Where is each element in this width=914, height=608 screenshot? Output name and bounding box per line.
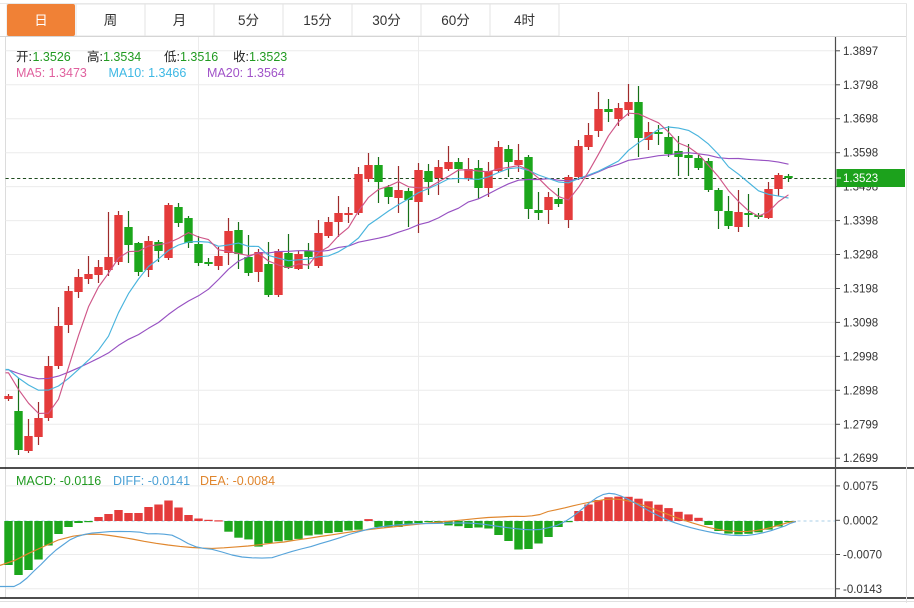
svg-text:周: 周 <box>104 13 118 28</box>
svg-text:0.0075: 0.0075 <box>843 481 878 493</box>
svg-text:15分: 15分 <box>303 13 332 28</box>
svg-text:DEA: -0.0084: DEA: -0.0084 <box>200 474 275 488</box>
svg-text:日: 日 <box>34 13 48 28</box>
svg-text:1.3198: 1.3198 <box>843 284 878 296</box>
svg-text:开:: 开: <box>16 50 32 64</box>
svg-text:30分: 30分 <box>372 13 401 28</box>
svg-text:收:: 收: <box>233 50 249 64</box>
svg-text:1.3526: 1.3526 <box>33 50 71 64</box>
svg-text:1.2799: 1.2799 <box>843 419 878 431</box>
svg-text:1.3598: 1.3598 <box>843 148 878 160</box>
svg-text:5分: 5分 <box>238 13 259 28</box>
svg-text:-0.0070: -0.0070 <box>843 550 882 562</box>
svg-text:MA20: 1.3564: MA20: 1.3564 <box>207 66 285 80</box>
svg-text:MACD: -0.0116: MACD: -0.0116 <box>16 474 101 488</box>
svg-text:MA5: 1.3473: MA5: 1.3473 <box>16 66 87 80</box>
svg-text:1.3534: 1.3534 <box>103 50 141 64</box>
svg-text:MA10: 1.3466: MA10: 1.3466 <box>109 66 187 80</box>
svg-text:1.2998: 1.2998 <box>843 351 878 363</box>
svg-text:1.3516: 1.3516 <box>180 50 218 64</box>
svg-text:60分: 60分 <box>441 13 470 28</box>
svg-text:月: 月 <box>173 13 187 28</box>
svg-text:1.2699: 1.2699 <box>843 453 878 465</box>
svg-text:1.2898: 1.2898 <box>843 385 878 397</box>
svg-text:0.0002: 0.0002 <box>843 515 878 527</box>
svg-text:1.3897: 1.3897 <box>843 46 878 58</box>
svg-text:1.3298: 1.3298 <box>843 250 878 262</box>
svg-text:1.3523: 1.3523 <box>843 173 878 185</box>
svg-text:低:: 低: <box>164 50 180 64</box>
svg-text:1.3098: 1.3098 <box>843 317 878 329</box>
svg-text:1.3523: 1.3523 <box>249 50 287 64</box>
svg-text:1.3698: 1.3698 <box>843 114 878 126</box>
svg-text:高:: 高: <box>87 49 103 64</box>
svg-text:-0.0143: -0.0143 <box>843 584 882 596</box>
svg-text:DIFF: -0.0141: DIFF: -0.0141 <box>113 474 190 488</box>
svg-text:1.3398: 1.3398 <box>843 216 878 228</box>
svg-text:4时: 4时 <box>514 13 535 28</box>
svg-text:1.3798: 1.3798 <box>843 80 878 92</box>
